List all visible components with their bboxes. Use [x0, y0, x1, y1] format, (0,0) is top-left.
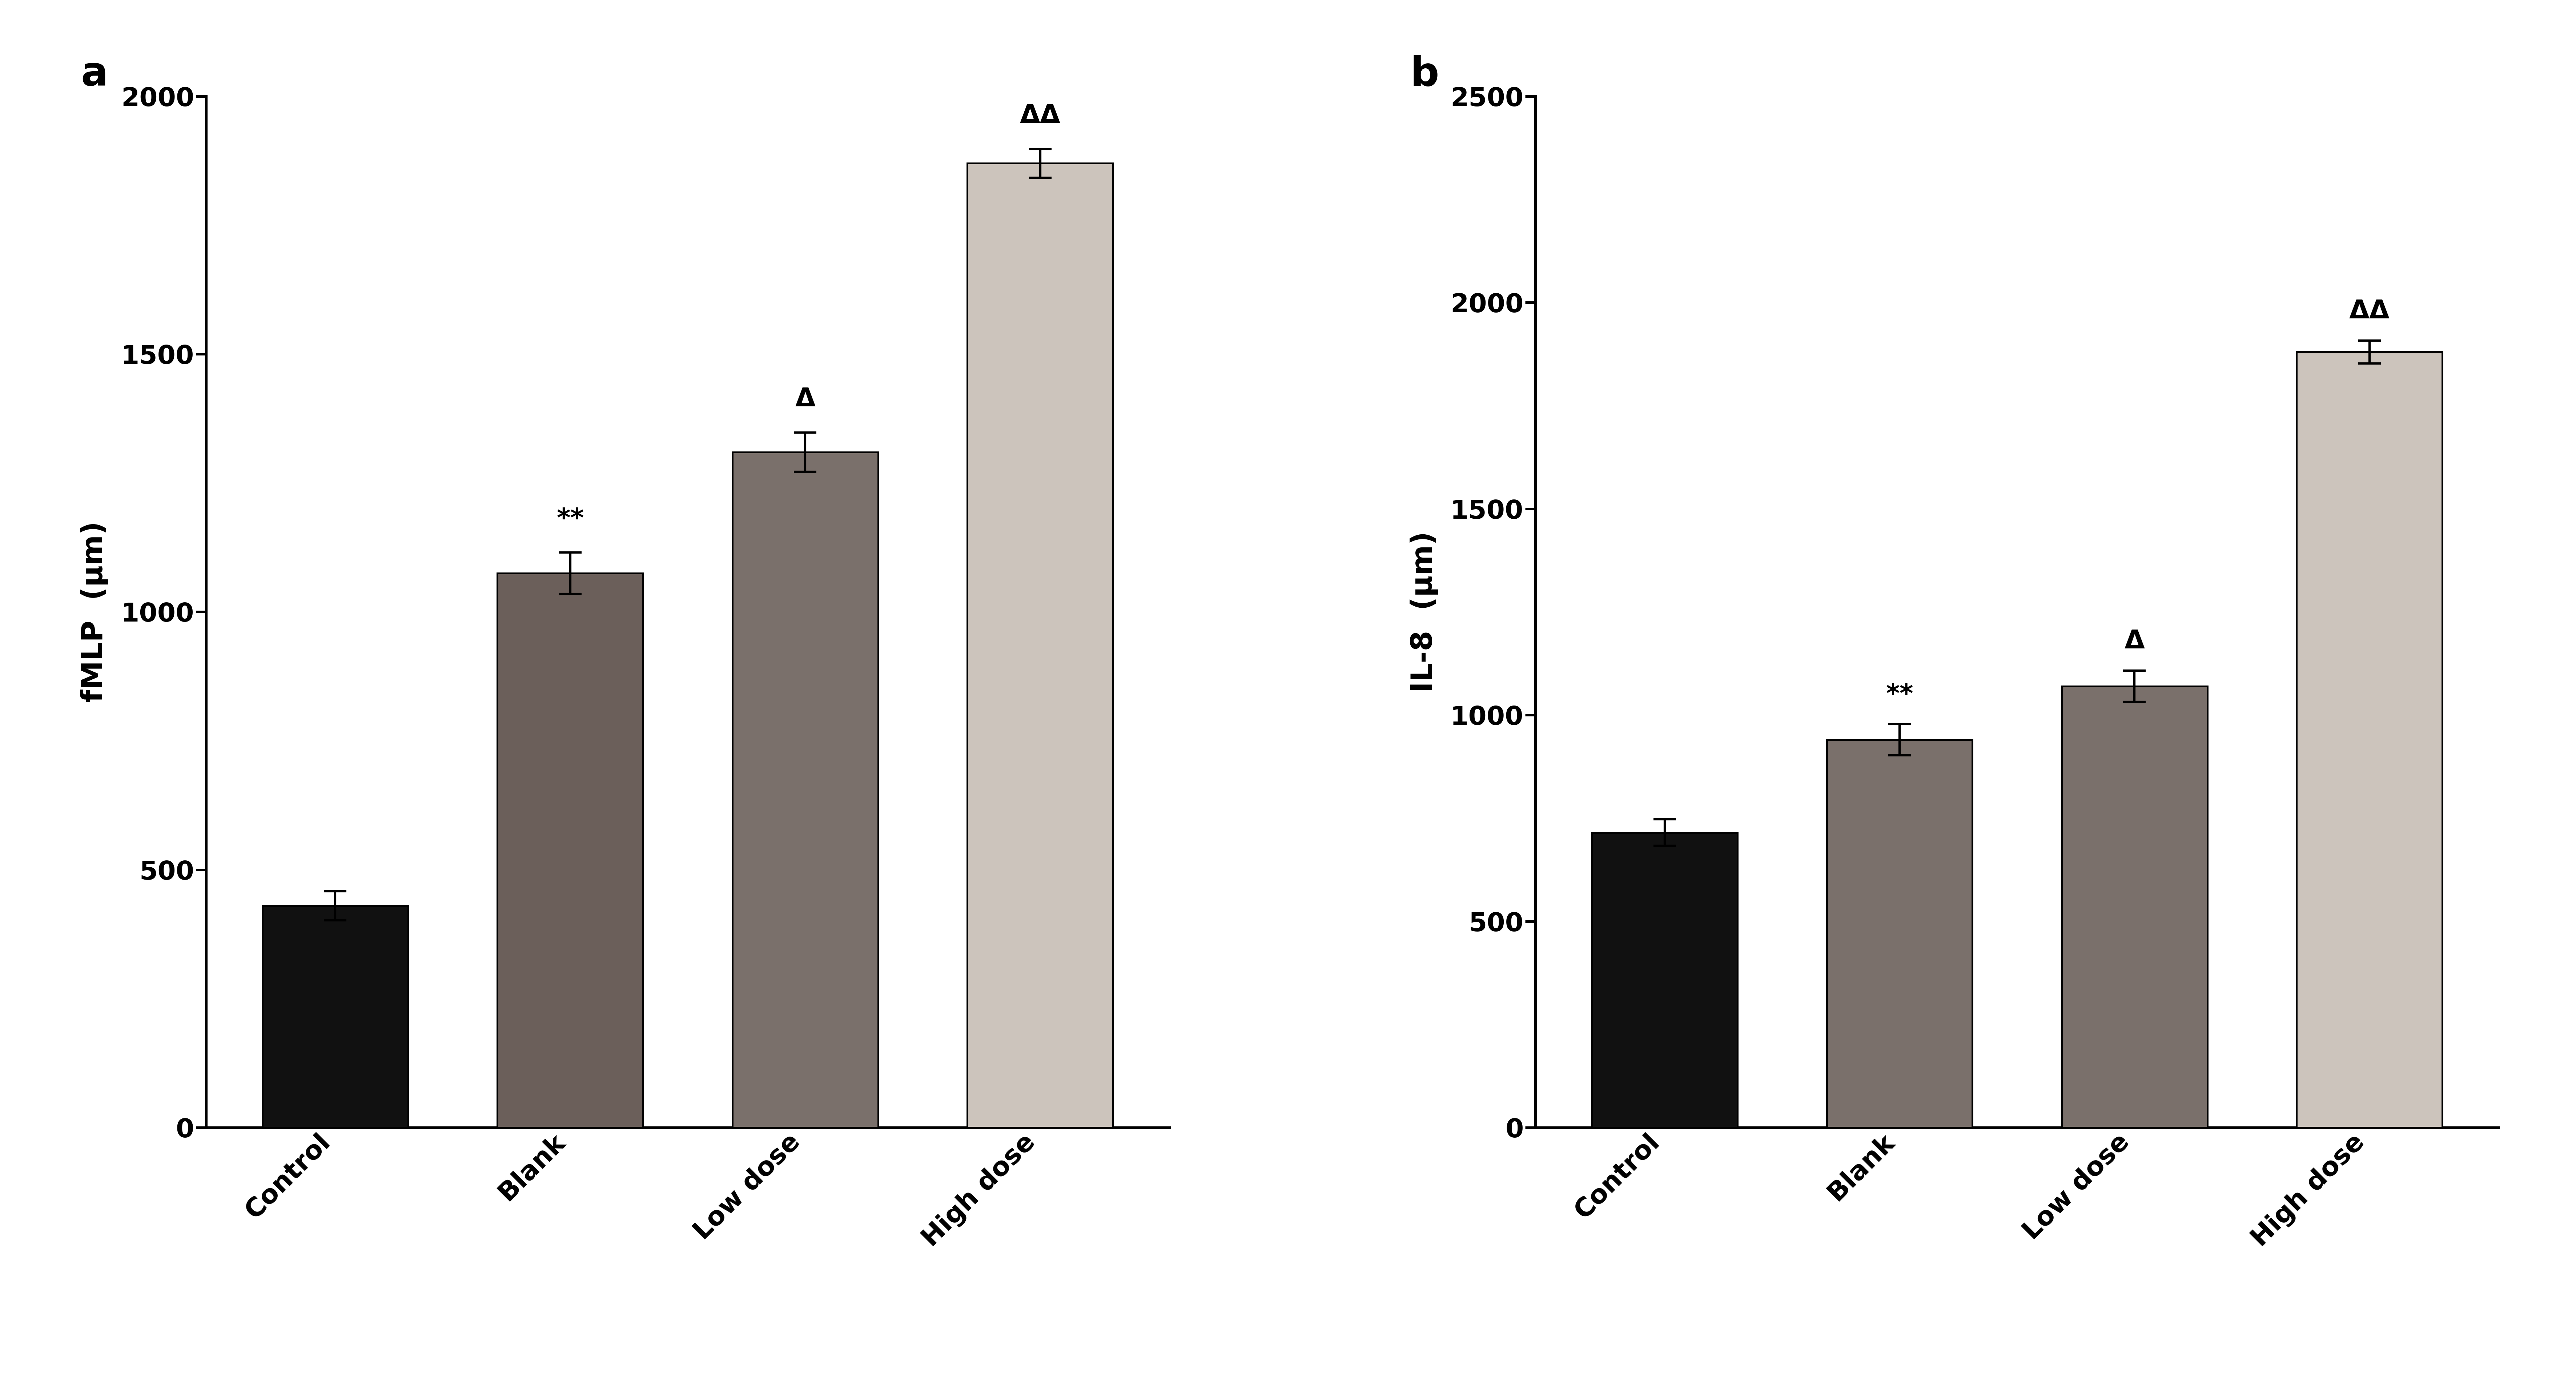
Bar [497, 573, 644, 1128]
Text: Δ: Δ [796, 386, 817, 412]
Bar [1592, 832, 1736, 1128]
Y-axis label: fMLP  (μm): fMLP (μm) [80, 521, 108, 703]
Text: **: ** [556, 507, 585, 532]
Y-axis label: IL-8  (μm): IL-8 (μm) [1409, 531, 1437, 693]
Text: ΔΔ: ΔΔ [1020, 103, 1061, 128]
Text: **: ** [1886, 682, 1914, 708]
Text: a: a [80, 55, 108, 94]
Text: b: b [1409, 55, 1440, 94]
Text: Δ: Δ [2125, 628, 2146, 654]
Text: ΔΔ: ΔΔ [2349, 298, 2391, 324]
Bar [263, 906, 407, 1128]
Bar [1826, 740, 1973, 1127]
Bar [2298, 352, 2442, 1127]
Bar [732, 452, 878, 1127]
Bar [2061, 686, 2208, 1128]
Bar [969, 164, 1113, 1128]
